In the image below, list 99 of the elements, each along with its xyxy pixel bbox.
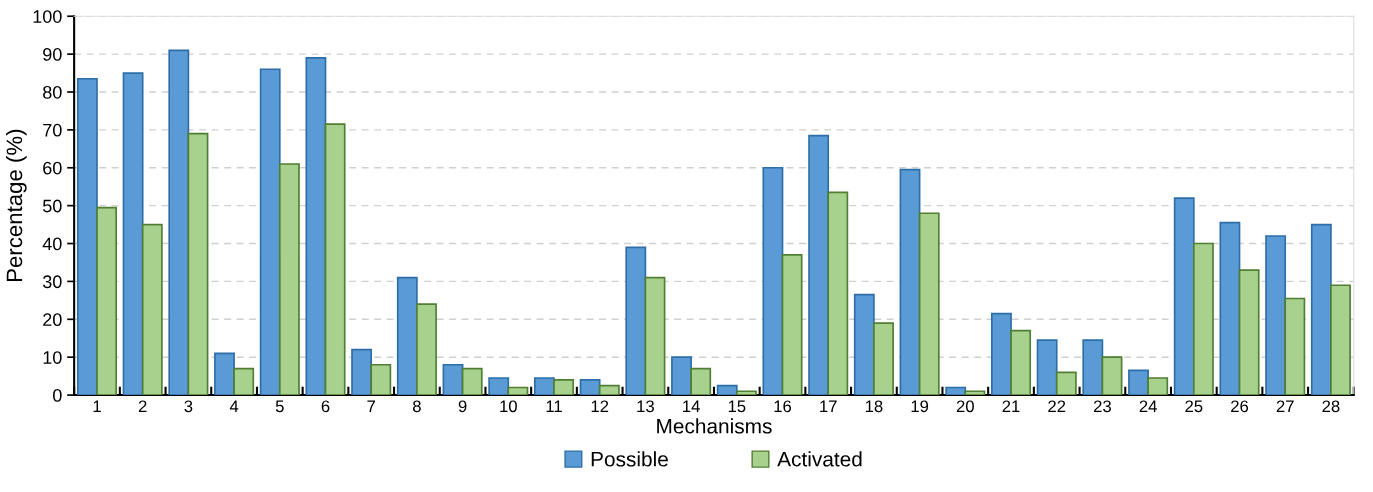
bar [96, 206, 118, 396]
bar [671, 356, 692, 396]
y-tick-label: 60 [43, 161, 62, 175]
x-tick-label: 18 [865, 400, 883, 413]
bar [1082, 339, 1104, 396]
bar [625, 246, 647, 396]
bar [1128, 369, 1149, 396]
y-tick-label: 90 [43, 48, 62, 61]
y-tick-label: 70 [43, 123, 62, 137]
bar [690, 367, 712, 396]
y-tick-label: 80 [43, 85, 62, 99]
bar [1330, 284, 1351, 396]
bar [259, 68, 281, 396]
bar [1055, 371, 1077, 396]
bar [416, 303, 437, 396]
bar [168, 49, 190, 396]
x-tick-label: 24 [1139, 400, 1157, 413]
y-tick-label: 30 [42, 275, 62, 289]
bar [1101, 356, 1123, 396]
y-tick-label: 40 [42, 237, 62, 251]
x-tick-label: 13 [637, 400, 654, 413]
bar [76, 77, 98, 396]
x-tick-label: 6 [321, 400, 330, 413]
x-tick-label: 10 [500, 400, 517, 413]
bar [808, 134, 830, 396]
bar [122, 72, 144, 396]
bar [324, 123, 346, 396]
bar [1219, 221, 1241, 396]
y-tick-label: 0 [53, 389, 62, 402]
x-tick-label: 27 [1276, 400, 1294, 413]
y-tick-label: 20 [43, 313, 62, 327]
bar [553, 379, 575, 396]
bar [918, 212, 940, 396]
bar [351, 348, 373, 396]
y-tick-label: 50 [42, 199, 62, 213]
y-tick-label: 10 [43, 351, 62, 364]
x-tick-label: 17 [820, 400, 837, 413]
x-tick-label: 9 [458, 400, 467, 413]
bar [1238, 269, 1260, 396]
bar [488, 377, 510, 396]
bar [716, 384, 738, 396]
bar [1310, 223, 1332, 396]
x-tick-label: 23 [1093, 400, 1111, 413]
bar [214, 352, 235, 396]
x-tick-label: 14 [683, 400, 700, 413]
bar [1147, 377, 1169, 396]
y-axis-title: Percentage (%) [5, 129, 27, 282]
x-tick-label: 21 [1002, 400, 1020, 413]
x-tick-label: 19 [911, 400, 929, 413]
y-tick-label: 100 [33, 10, 62, 23]
x-tick-label: 5 [275, 400, 284, 413]
bar [579, 379, 601, 396]
x-tick-label: 4 [229, 400, 239, 413]
x-tick-label: 8 [412, 400, 421, 413]
bar [827, 191, 849, 396]
bar [762, 166, 784, 396]
bar [1036, 339, 1058, 396]
x-tick-label: 22 [1048, 400, 1066, 413]
x-tick-label: 16 [774, 400, 792, 413]
x-tick-label: 26 [1231, 400, 1249, 413]
x-tick-label: 25 [1185, 400, 1203, 413]
x-tick-label: 15 [728, 400, 746, 413]
bar [370, 363, 392, 396]
bar [1284, 297, 1306, 396]
legend-label: Activated [777, 451, 862, 467]
x-tick-label: 3 [184, 400, 193, 413]
x-tick-label: 11 [546, 400, 562, 413]
bar [141, 223, 163, 396]
bar [1173, 197, 1195, 396]
bar [396, 276, 418, 396]
bar [442, 363, 464, 396]
x-tick-label: 12 [591, 400, 609, 413]
x-tick-label: 28 [1322, 400, 1340, 413]
bar [1265, 235, 1287, 396]
bar [781, 254, 803, 396]
bar [598, 384, 620, 396]
bar [735, 390, 757, 396]
bar [1010, 329, 1032, 396]
bar [461, 367, 483, 396]
bar [644, 276, 666, 396]
bar [507, 386, 529, 396]
bar [964, 390, 986, 396]
bar [187, 132, 209, 396]
bar [233, 367, 255, 396]
legend-label: Possible [591, 451, 668, 467]
x-tick-label: 2 [138, 400, 147, 413]
bar [990, 312, 1012, 396]
x-tick-label: 1 [93, 400, 101, 413]
bar [305, 57, 327, 396]
bar [873, 322, 894, 396]
bar [1192, 242, 1214, 396]
x-tick-label: 7 [367, 400, 375, 413]
x-tick-label: 20 [956, 400, 974, 413]
bar [278, 163, 300, 396]
bar [533, 377, 555, 396]
bar [899, 168, 921, 396]
bar [853, 293, 875, 396]
x-axis-title: Mechanisms [657, 418, 772, 434]
bar [945, 386, 967, 396]
